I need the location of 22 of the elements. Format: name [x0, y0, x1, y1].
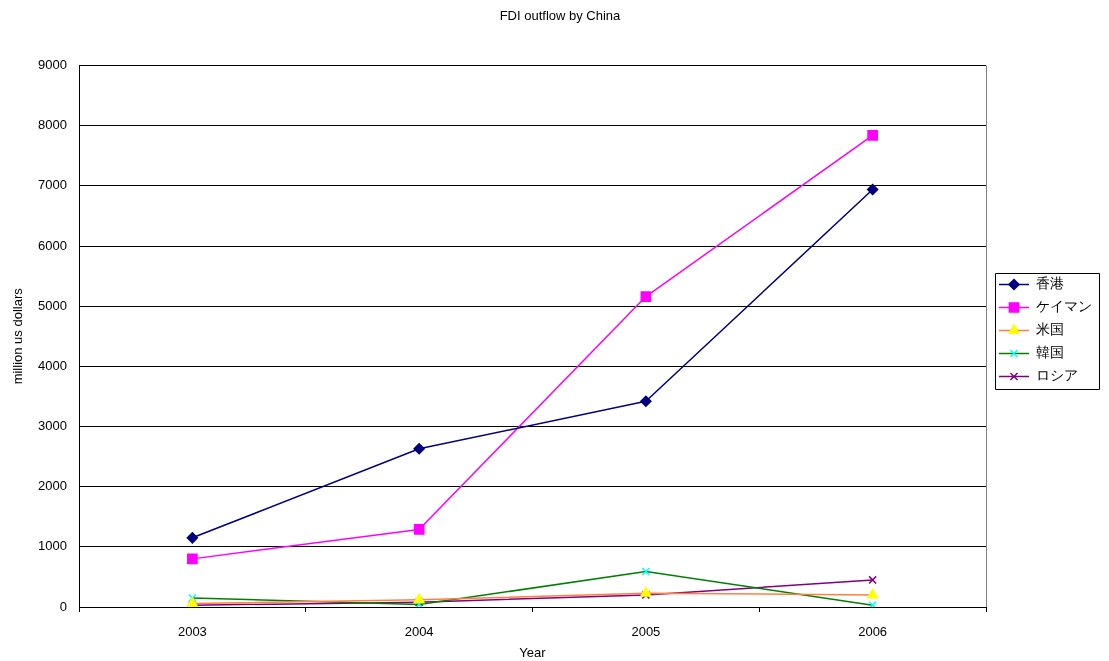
x-tick-label: 2006 — [858, 624, 888, 640]
y-tick-label: 2000 — [38, 478, 67, 494]
y-tick-label: 5000 — [38, 297, 67, 313]
legend-label: 米国 — [1036, 321, 1064, 338]
legend-label: 香港 — [1036, 275, 1064, 292]
x-tick-label: 2004 — [404, 624, 434, 640]
y-tick-label: 1000 — [38, 538, 67, 554]
y-tick-label: 8000 — [38, 117, 67, 133]
legend-label: ケイマン — [1036, 298, 1092, 315]
y-tick-label: 9000 — [38, 57, 67, 73]
x-axis-title: Year — [519, 644, 547, 660]
y-tick-label: 4000 — [38, 357, 67, 373]
y-tick-label: 7000 — [38, 177, 67, 193]
x-tick-label: 2003 — [177, 624, 207, 640]
legend-label: 韓国 — [1036, 344, 1064, 361]
y-axis-title: million us dollars — [10, 287, 26, 385]
y-tick-label: 0 — [59, 598, 67, 614]
y-tick-label: 6000 — [38, 237, 67, 253]
y-tick-label: 3000 — [38, 418, 67, 434]
chart-title: FDI outflow by China — [499, 8, 622, 24]
x-tick-label: 2005 — [631, 624, 661, 640]
legend-label: ロシア — [1036, 367, 1078, 384]
